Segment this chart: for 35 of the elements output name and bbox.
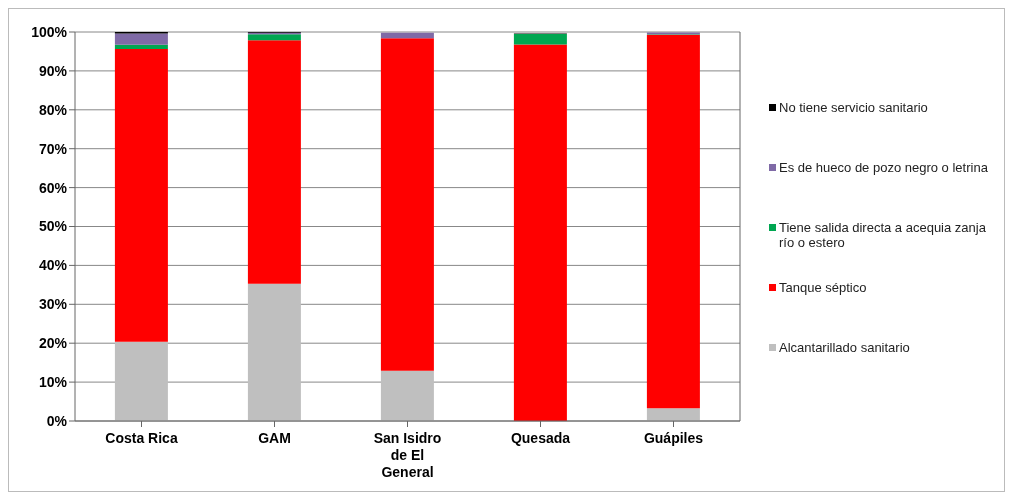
x-tick-label: Costa Rica — [105, 430, 178, 446]
x-tick-label: GAM — [258, 430, 291, 446]
y-tick-label: 0% — [46, 412, 68, 429]
y-tick-label: 100% — [31, 23, 68, 40]
y-tick-label: 10% — [38, 374, 68, 391]
legend-label: Tiene salida directa a acequia zanja río o estero — [779, 220, 987, 250]
bar — [513, 44, 567, 421]
bar — [380, 370, 434, 421]
bar — [513, 33, 567, 45]
y-tick-label: 90% — [38, 62, 68, 79]
bar — [646, 34, 700, 409]
y-tick-label: 40% — [38, 257, 68, 274]
bar — [114, 49, 168, 342]
bar — [247, 40, 301, 284]
y-tick-label: 60% — [38, 179, 68, 196]
legend-label: Es de hueco de pozo negro o letrina — [779, 160, 988, 175]
bar — [380, 32, 434, 39]
y-tick-label: 80% — [38, 101, 68, 118]
legend-label: No tiene servicio sanitario — [779, 100, 928, 115]
bar — [247, 34, 301, 41]
y-tick-label: 30% — [38, 296, 68, 313]
bar — [380, 38, 434, 371]
bar — [646, 408, 700, 421]
bar — [114, 341, 168, 421]
bar — [114, 44, 168, 50]
x-tick-label: Guápiles — [643, 430, 704, 446]
x-tick-label: San Isidro de El General — [373, 430, 442, 480]
y-tick-label: 50% — [38, 218, 68, 235]
bar — [247, 283, 301, 421]
x-tick-label: Quesada — [510, 430, 571, 446]
y-tick-label: 70% — [38, 140, 68, 157]
legend-label: Alcantarillado sanitario — [779, 340, 910, 355]
bar — [114, 33, 168, 45]
y-tick-label: 20% — [38, 335, 68, 352]
legend-label: Tanque séptico — [779, 280, 867, 295]
